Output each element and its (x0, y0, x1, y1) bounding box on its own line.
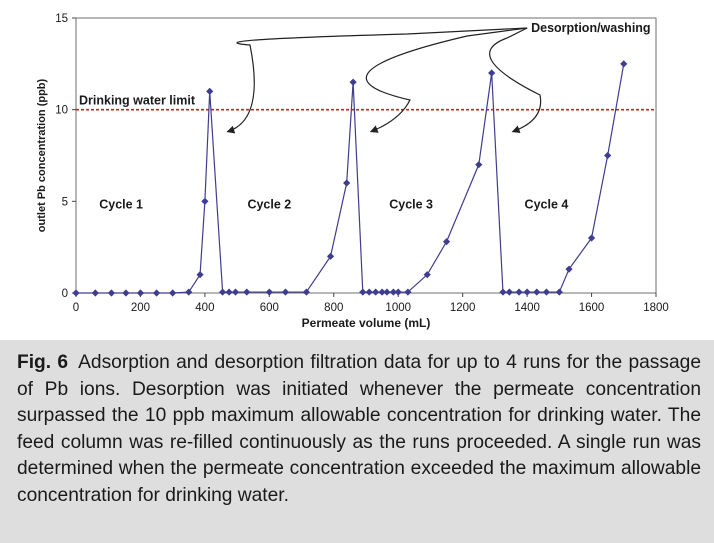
data-point (542, 288, 551, 296)
data-point (122, 289, 130, 297)
caption-label: Fig. 6 (17, 352, 69, 373)
data-point (152, 289, 161, 297)
data-point (378, 288, 386, 296)
data-point (620, 60, 628, 68)
data-point (281, 288, 290, 296)
desorption-arrow (226, 27, 528, 134)
x-tick-label: 1200 (450, 302, 476, 314)
x-tick-label: 1800 (643, 302, 669, 314)
data-point (231, 288, 240, 296)
data-point (423, 271, 431, 279)
desorption-washing-label: Desorption/washing (531, 21, 650, 35)
data-point (185, 288, 193, 296)
figure-caption: Fig. 6 Adsorption and desorption filtrati… (0, 340, 714, 543)
x-tick-label: 1400 (514, 302, 540, 314)
data-point (136, 289, 145, 297)
data-point (349, 78, 357, 86)
data-point (326, 252, 335, 260)
data-point (201, 197, 209, 205)
x-tick-label: 1600 (579, 302, 605, 314)
caption-text: Fig. 6 Adsorption and desorption filtrati… (17, 350, 701, 509)
cycle-label: Cycle 1 (99, 198, 143, 212)
y-axis-label: outlet Pb concentration (ppb) (36, 78, 48, 232)
data-point (587, 234, 596, 242)
data-point (475, 161, 483, 169)
plot-area (75, 17, 657, 294)
data-point (389, 288, 397, 296)
data-point (359, 288, 367, 296)
data-point (505, 288, 513, 296)
data-point (533, 288, 541, 296)
data-point (499, 288, 507, 296)
x-tick-label: 200 (131, 302, 150, 314)
data-point (72, 289, 80, 297)
data-point (383, 288, 391, 296)
data-point (225, 288, 233, 296)
desorption-arrow (365, 27, 528, 133)
data-point (243, 288, 251, 296)
data-point (196, 271, 204, 279)
y-tick-label: 5 (62, 196, 68, 208)
data-point (515, 288, 523, 296)
data-point (442, 238, 451, 246)
cycle-label: Cycle 3 (389, 198, 433, 212)
data-point (107, 289, 116, 297)
y-tick-label: 0 (62, 288, 68, 300)
drinking-water-limit-label: Drinking water limit (79, 94, 196, 108)
data-point (365, 288, 373, 296)
data-point (91, 289, 99, 297)
data-point (206, 87, 214, 95)
data-point (604, 151, 612, 160)
data-point (404, 288, 412, 296)
x-tick-label: 1000 (385, 302, 411, 314)
data-point (265, 288, 273, 296)
x-tick-label: 400 (195, 302, 214, 314)
data-point (219, 288, 227, 296)
chart: 0 200 400 600 800 1000 1200 1400 1600 1800051015 … (36, 13, 669, 330)
x-tick-label: 0 (73, 302, 79, 314)
data-point (523, 288, 531, 296)
cycle-label: Cycle 4 (525, 198, 569, 212)
y-tick-label: 10 (55, 105, 68, 117)
data-point (555, 288, 563, 296)
data-point (488, 69, 496, 77)
x-tick-label: 800 (324, 302, 343, 314)
data-point (169, 289, 177, 297)
y-tick-label: 15 (55, 13, 68, 25)
cycle-label: Cycle 2 (247, 198, 291, 212)
data-point (343, 179, 351, 187)
desorption-arrow (489, 27, 542, 134)
data-point (372, 288, 380, 296)
caption-body: Adsorption and desorption filtration dat… (17, 352, 701, 506)
data-point (302, 288, 310, 296)
data-point (565, 265, 573, 273)
x-tick-label: 600 (260, 302, 279, 314)
x-axis-label: Permeate volume (mL) (302, 316, 431, 330)
data-point (394, 288, 402, 296)
